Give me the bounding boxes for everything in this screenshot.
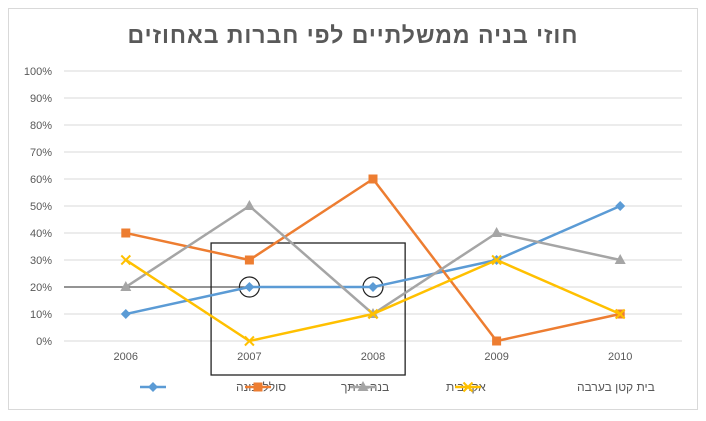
data-point — [615, 201, 626, 211]
x-tick-label: 2009 — [484, 351, 508, 363]
data-point — [244, 255, 254, 265]
y-tick-label: 70% — [30, 147, 52, 159]
y-tick-label: 0% — [36, 336, 52, 348]
chart-frame — [8, 8, 698, 410]
x-tick-label: 2008 — [361, 351, 385, 363]
x-tick-label: 2007 — [237, 351, 261, 363]
data-point — [614, 254, 626, 264]
data-point — [368, 174, 378, 184]
legend: סולל-בונהבנה-ביתךאקו-ביתבית קטן בערבה — [140, 380, 655, 394]
series-3 — [120, 200, 626, 318]
data-point — [244, 282, 255, 292]
highlight-box — [210, 242, 406, 376]
y-tick-label: 80% — [30, 120, 52, 132]
series-4 — [120, 254, 626, 347]
data-point — [120, 281, 132, 291]
data-point — [121, 228, 131, 238]
y-tick-label: 10% — [30, 309, 52, 321]
legend-marker — [357, 381, 369, 391]
y-tick-label: 90% — [30, 93, 52, 105]
y-tick-label: 50% — [30, 201, 52, 213]
data-point — [367, 308, 379, 320]
data-point — [243, 200, 255, 210]
data-point — [491, 254, 502, 266]
y-tick-label: 60% — [30, 174, 52, 186]
legend-marker — [148, 382, 158, 392]
x-tick-label: 2010 — [608, 351, 632, 363]
data-point — [120, 254, 132, 266]
data-point — [614, 308, 626, 320]
legend-item-4: בית קטן בערבה — [455, 380, 655, 394]
annotations — [64, 242, 406, 376]
y-tick-label: 20% — [30, 282, 52, 294]
data-point — [368, 282, 378, 292]
series-line — [125, 258, 621, 343]
data-point — [492, 336, 502, 346]
data-point — [491, 227, 503, 237]
legend-label: בית קטן בערבה — [577, 380, 655, 394]
x-tick-label: 2006 — [114, 351, 138, 363]
data-point — [244, 335, 255, 347]
legend-marker — [462, 381, 474, 393]
series-group — [120, 174, 626, 347]
x-axis: 2006 2007 2008 2009 2010 — [114, 351, 633, 363]
y-tick-label: 40% — [30, 228, 52, 240]
legend-marker — [253, 382, 263, 392]
data-point — [120, 309, 131, 319]
y-tick-label: 30% — [30, 255, 52, 267]
chart-title: חוזי בניה ממשלתיים לפי חברות באחוזים — [127, 22, 579, 48]
y-axis: 0% 10% 20% 30% 40% 50% 60% 70% 80% 90% 100% — [24, 66, 52, 348]
y-tick-label: 100% — [24, 66, 52, 78]
